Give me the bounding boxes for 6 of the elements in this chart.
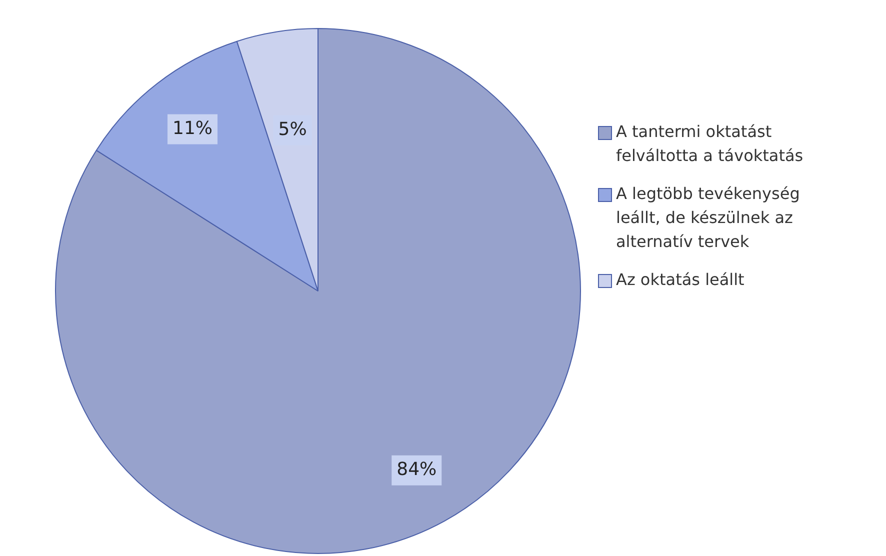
legend-label: A tantermi oktatást felváltotta a távoktatás	[616, 121, 804, 167]
data-label: 5%	[278, 118, 307, 140]
legend-label: A legtöbb tevékenység leállt, de készülnek az alternatív tervek	[616, 183, 801, 253]
data-label: 11%	[172, 118, 213, 139]
legend-label: Az oktatás leállt	[616, 269, 744, 291]
data-label: 84%	[396, 459, 437, 480]
